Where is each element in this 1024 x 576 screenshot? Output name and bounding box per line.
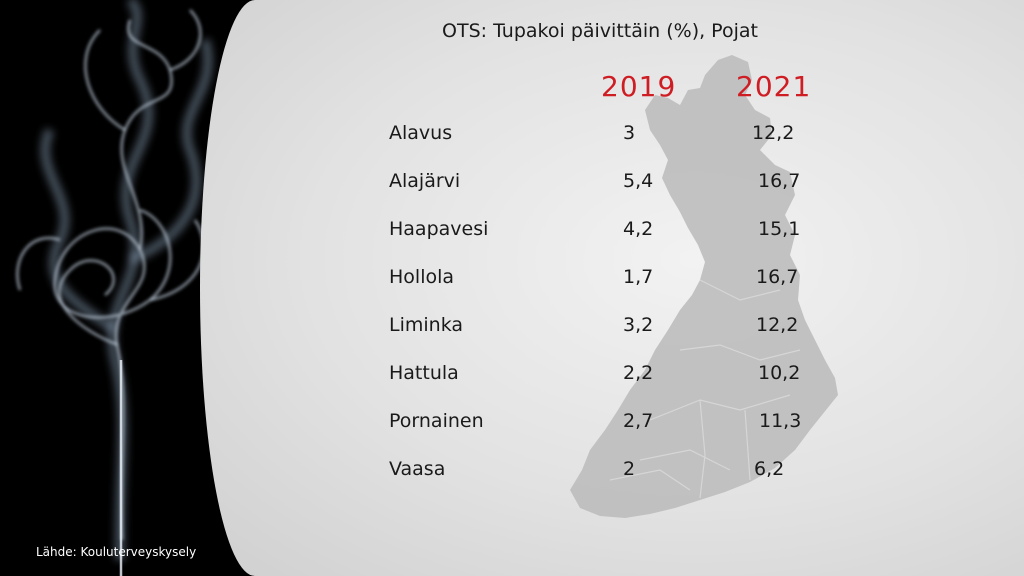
- content-panel: [200, 0, 1024, 576]
- table-row: Hattula 2,2 10,2: [0, 362, 1024, 392]
- smoke-illustration: [16, 0, 214, 576]
- table-row: Liminka 3,2 12,2: [0, 314, 1024, 344]
- map-shape: [570, 55, 838, 518]
- city-label: Hollola: [389, 266, 455, 288]
- city-label: Alajärvi: [389, 170, 461, 192]
- table-row: Alavus 3 12,2: [0, 122, 1024, 152]
- value-2021: 6,2: [754, 458, 785, 480]
- table-row: Vaasa 2 6,2: [0, 458, 1024, 488]
- value-2021: 10,2: [758, 362, 801, 384]
- city-label: Vaasa: [389, 458, 446, 480]
- table-row: Pornainen 2,7 11,3: [0, 410, 1024, 440]
- value-2021: 12,2: [756, 314, 799, 336]
- finland-map-silhouette: [570, 55, 838, 518]
- column-header-2021: 2021: [736, 70, 812, 103]
- value-2019: 4,2: [623, 218, 654, 240]
- value-2019: 2,7: [623, 410, 654, 432]
- city-label: Pornainen: [389, 410, 484, 432]
- table-row: Haapavesi 4,2 15,1: [0, 218, 1024, 248]
- column-header-2019: 2019: [601, 70, 677, 103]
- value-2021: 15,1: [758, 218, 801, 240]
- value-2021: 16,7: [756, 266, 799, 288]
- city-label: Haapavesi: [389, 218, 489, 240]
- value-2021: 16,7: [758, 170, 801, 192]
- table-row: Alajärvi 5,4 16,7: [0, 170, 1024, 200]
- value-2019: 2: [623, 458, 636, 480]
- chart-title: OTS: Tupakoi päivittäin (%), Pojat: [442, 20, 758, 42]
- map-region-borders: [609, 279, 801, 499]
- source-note: Lähde: Kouluterveyskysely: [36, 545, 197, 559]
- value-2019: 3,2: [623, 314, 654, 336]
- value-2019: 1,7: [623, 266, 654, 288]
- value-2019: 3: [623, 122, 636, 144]
- value-2021: 11,3: [759, 410, 802, 432]
- city-label: Liminka: [389, 314, 464, 336]
- value-2019: 2,2: [623, 362, 654, 384]
- table-row: Hollola 1,7 16,7: [0, 266, 1024, 296]
- city-label: Hattula: [389, 362, 459, 384]
- value-2021: 12,2: [752, 122, 795, 144]
- city-label: Alavus: [389, 122, 453, 144]
- value-2019: 5,4: [623, 170, 654, 192]
